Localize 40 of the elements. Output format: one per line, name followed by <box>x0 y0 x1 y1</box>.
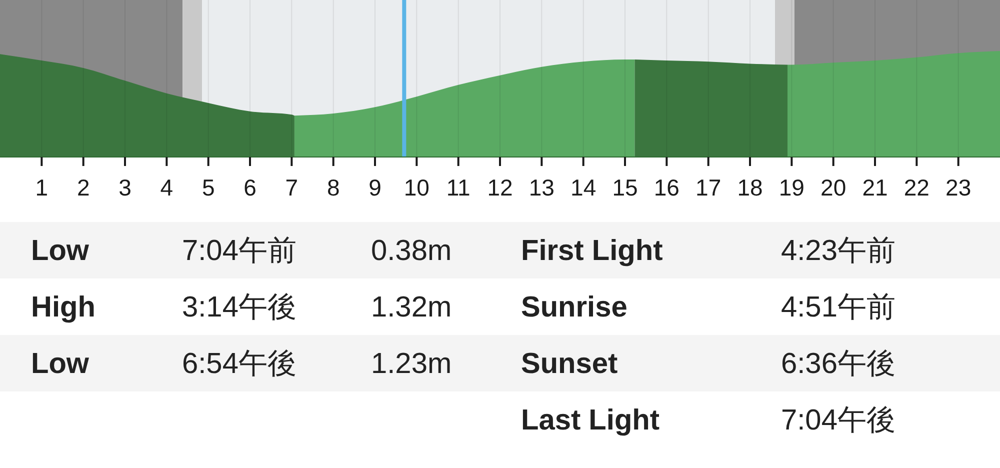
x-tick-label: 9 <box>368 174 382 200</box>
x-tick-label: 23 <box>946 174 972 200</box>
x-tick-label: 2 <box>76 174 90 200</box>
text: High <box>31 292 96 324</box>
x-tick-label: 5 <box>202 174 215 200</box>
text: 6:36午後 <box>781 348 896 380</box>
text: Sunrise <box>521 292 628 324</box>
text: Low <box>31 235 90 267</box>
x-tick-label: 20 <box>820 174 846 200</box>
x-tick-label: 19 <box>778 174 804 200</box>
text: 4:51午前 <box>781 292 896 324</box>
x-tick-label: 22 <box>904 174 930 200</box>
x-tick-label: 14 <box>570 174 596 200</box>
text: 0.38m <box>371 235 452 267</box>
text: 3:14午後 <box>182 292 296 324</box>
x-tick-label: 3 <box>118 174 132 200</box>
x-tick-label: 15 <box>612 174 638 200</box>
text: 6:54午後 <box>182 348 296 380</box>
x-tick-label: 18 <box>737 174 763 200</box>
x-tick-label: 8 <box>326 174 340 200</box>
x-tick-label: 12 <box>487 174 513 200</box>
text: 7:04午後 <box>781 404 896 436</box>
x-tick-label: 16 <box>654 174 680 200</box>
text: 1.32m <box>371 292 452 324</box>
text: 7:04午前 <box>182 235 296 267</box>
x-tick-label: 6 <box>244 174 256 200</box>
text: Last Light <box>521 404 660 436</box>
x-tick-label: 17 <box>696 174 722 200</box>
text: 4:23午前 <box>781 235 896 267</box>
x-tick-label: 10 <box>404 174 430 200</box>
x-tick-label: 21 <box>862 174 888 200</box>
text: 1.23m <box>371 348 452 380</box>
x-tick-label: 11 <box>446 174 470 200</box>
x-tick-label: 1 <box>35 174 48 200</box>
x-tick-label: 13 <box>528 174 554 200</box>
x-tick-label: 4 <box>160 174 174 200</box>
text: First Light <box>521 235 664 267</box>
text: Sunset <box>521 348 618 380</box>
text: Low <box>31 348 90 380</box>
x-tick-label: 7 <box>285 174 298 200</box>
